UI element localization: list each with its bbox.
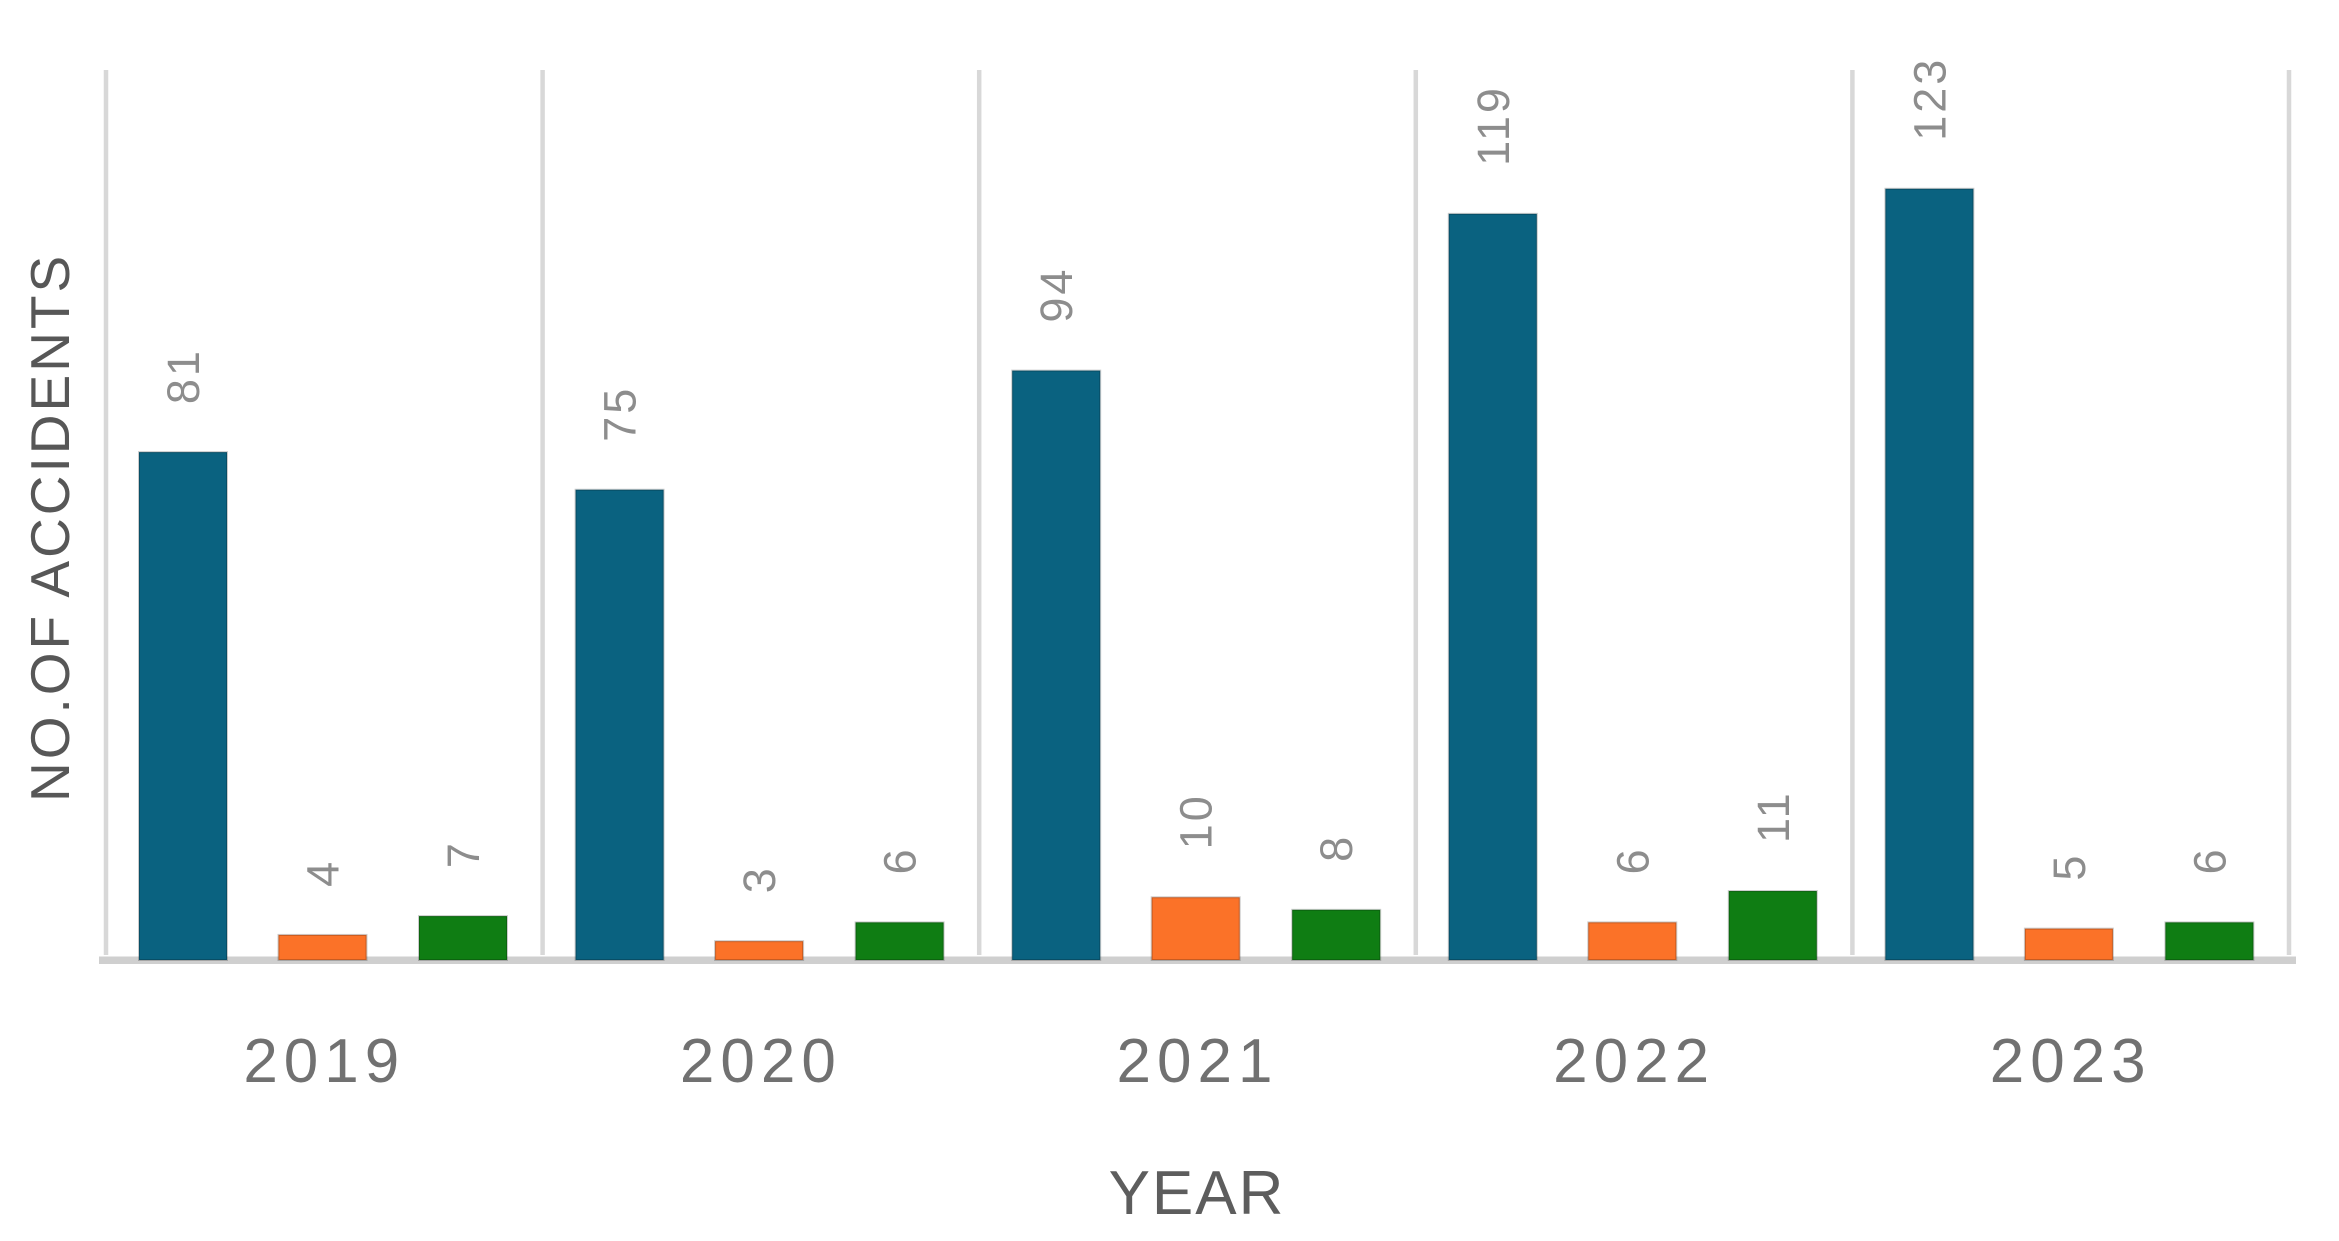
bar-value-label-2023-orange: 5 xyxy=(2044,853,2095,881)
bar-value-label-2023-blue: 123 xyxy=(1904,57,1955,141)
bar-2022-green xyxy=(1727,890,1818,962)
bar-2022-orange xyxy=(1587,921,1678,962)
bar-2022-blue xyxy=(1447,212,1538,961)
bar-value-label-2022-green: 11 xyxy=(1748,790,1799,843)
bar-2020-blue xyxy=(574,488,665,961)
bar-value-label-2020-blue: 75 xyxy=(595,386,646,442)
bar-2021-orange xyxy=(1150,896,1241,961)
bar-value-label-2021-green: 8 xyxy=(1311,834,1362,862)
bar-value-label-2020-green: 6 xyxy=(875,846,926,874)
bar-2021-blue xyxy=(1011,369,1102,961)
bar-2020-green xyxy=(854,921,945,962)
x-tick-label-2020: 2020 xyxy=(680,1027,842,1096)
bar-2023-green xyxy=(2164,921,2255,962)
bar-value-label-2020-orange: 3 xyxy=(734,865,785,893)
x-tick-label-2019: 2019 xyxy=(243,1027,405,1096)
bar-value-label-2019-blue: 81 xyxy=(158,348,209,404)
bar-value-label-2019-orange: 4 xyxy=(298,859,349,887)
bar-2023-blue xyxy=(1884,187,1975,962)
bar-2023-orange xyxy=(2023,927,2114,962)
bar-value-label-2022-blue: 119 xyxy=(1468,85,1519,166)
bar-value-label-2023-green: 6 xyxy=(2184,846,2235,874)
bar-value-label-2022-orange: 6 xyxy=(1607,846,1658,874)
x-tick-label-2021: 2021 xyxy=(1117,1027,1279,1096)
x-axis-line xyxy=(99,956,2296,964)
bar-2019-blue xyxy=(138,451,228,961)
bar-value-label-2019-green: 7 xyxy=(438,840,489,868)
x-tick-label-2022: 2022 xyxy=(1553,1027,1715,1096)
bar-2019-green xyxy=(418,915,508,961)
x-axis-title: YEAR xyxy=(1108,1159,1286,1228)
bar-value-label-2021-blue: 94 xyxy=(1031,267,1082,323)
bar-value-label-2021-orange: 10 xyxy=(1171,793,1222,849)
bar-2020-orange xyxy=(714,940,805,962)
bar-2019-orange xyxy=(277,933,368,961)
x-tick-label-2023: 2023 xyxy=(1990,1027,2152,1096)
y-axis-title: NO.OF ACCIDENTS xyxy=(19,252,81,802)
bar-2021-green xyxy=(1291,908,1382,962)
